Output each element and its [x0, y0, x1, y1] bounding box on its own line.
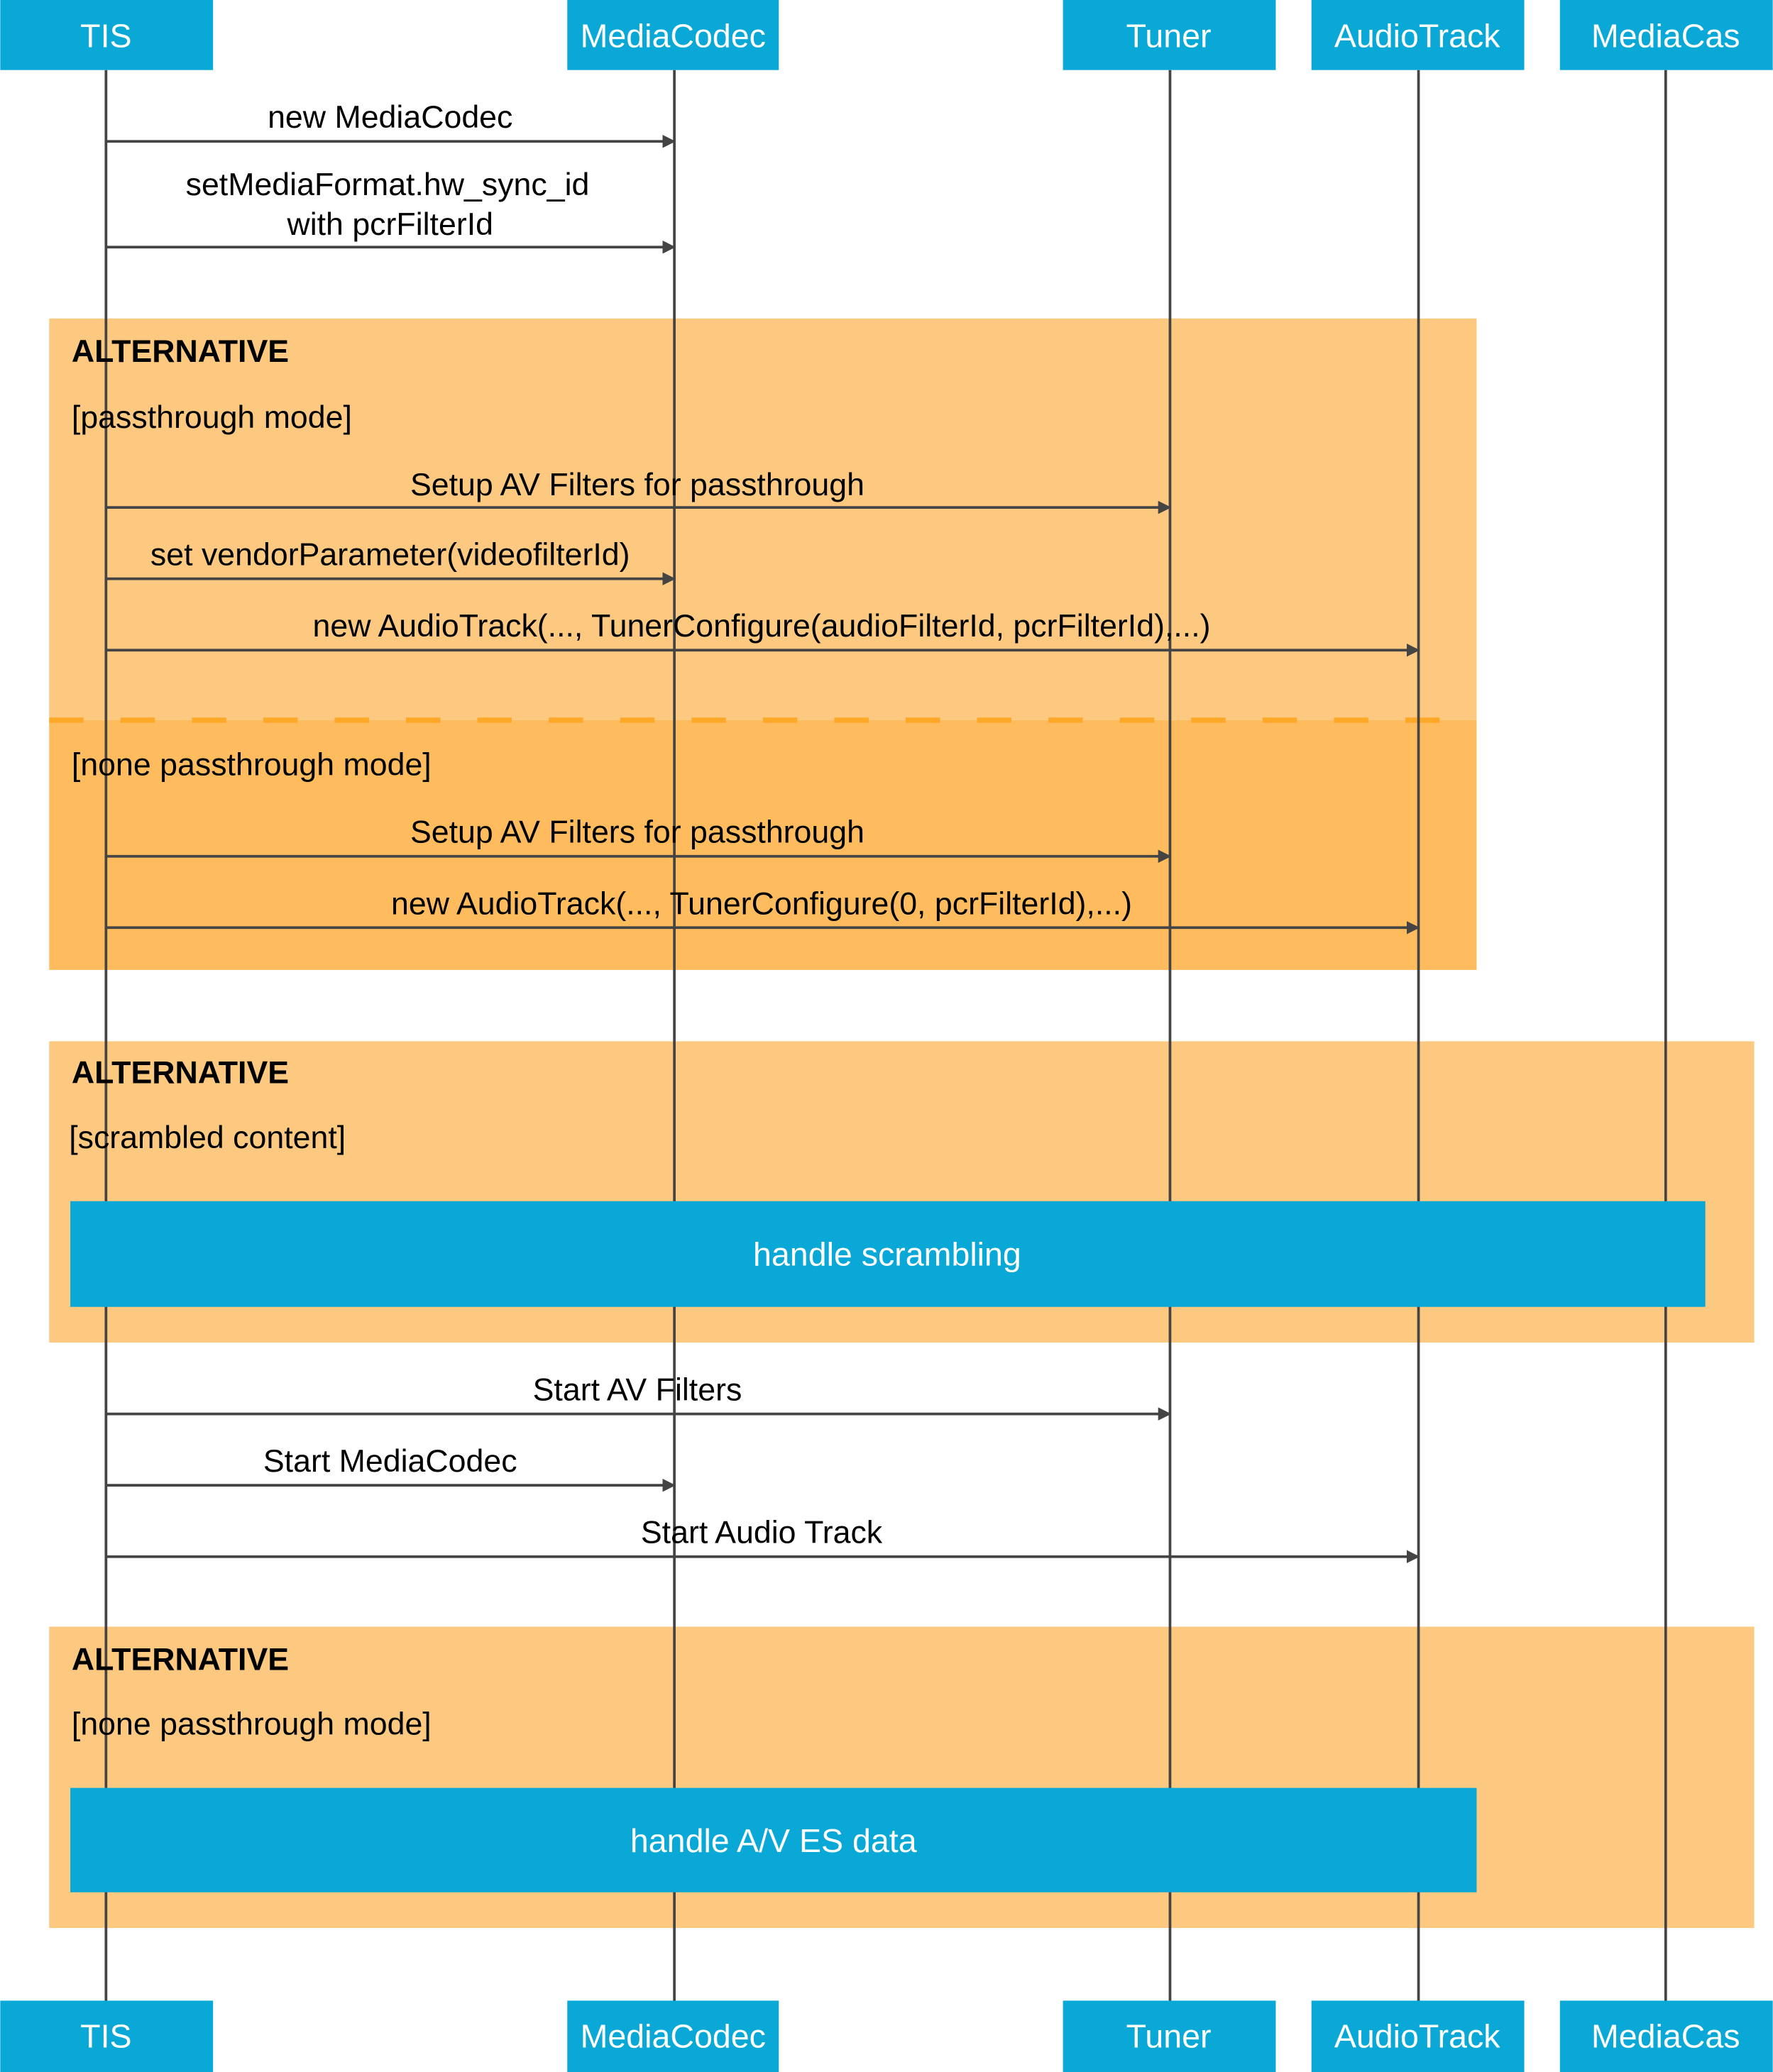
participant-mediacodec-bottom: MediaCodec — [567, 2000, 779, 2072]
message: Setup AV Filters for passthrough — [106, 815, 1172, 864]
message: set vendorParameter(videofilterId) — [106, 538, 676, 585]
message-label: Setup AV Filters for passthrough — [410, 468, 864, 502]
participant-label: AudioTrack — [1334, 17, 1500, 54]
participant-tis-bottom: TIS — [0, 2000, 214, 2072]
fragment-keyword: ALTERNATIVE — [72, 334, 289, 369]
participant-mediacodec-top: MediaCodec — [567, 0, 779, 70]
participant-label: TIS — [80, 17, 131, 54]
participant-audiotrack-bottom: AudioTrack — [1311, 2000, 1525, 2072]
alt-fragment-1 — [49, 318, 1477, 720]
handle-av-es-data-box — [70, 1787, 1477, 1892]
message-label: set vendorParameter(videofilterId) — [150, 538, 630, 573]
message-label: Setup AV Filters for passthrough — [410, 815, 864, 850]
participant-label: MediaCodec — [581, 2018, 766, 2055]
message: Start AV Filters — [106, 1373, 1172, 1421]
handle-scrambling-label: handle scrambling — [753, 1235, 1021, 1272]
fragment-guard: [none passthrough mode] — [72, 748, 432, 783]
fragment-keyword: ALTERNATIVE — [72, 1642, 289, 1677]
participant-audiotrack-top: AudioTrack — [1311, 0, 1525, 70]
message-label: new MediaCodec — [268, 100, 512, 135]
participant-label: Tuner — [1126, 2018, 1212, 2055]
message-label: new AudioTrack(..., TunerConfigure(0, pc… — [391, 886, 1132, 921]
participant-mediacas-bottom: MediaCas — [1559, 2000, 1773, 2072]
message: Setup AV Filters for passthrough — [106, 468, 1172, 514]
message: new MediaCodec — [106, 100, 676, 148]
participant-tuner-top: Tuner — [1063, 0, 1276, 70]
message-label: Start Audio Track — [641, 1516, 883, 1550]
participant-label: MediaCodec — [581, 17, 766, 54]
message: new AudioTrack(..., TunerConfigure(audio… — [106, 609, 1420, 657]
message: Start Audio Track — [106, 1516, 1420, 1564]
participant-label: MediaCas — [1591, 2018, 1740, 2055]
message-label: new AudioTrack(..., TunerConfigure(audio… — [313, 609, 1211, 644]
fragment-keyword: ALTERNATIVE — [72, 1056, 289, 1091]
handle-av-es-data-label: handle A/V ES data — [630, 1822, 917, 1859]
message-label: with pcrFilterId — [286, 207, 493, 242]
participant-label: TIS — [80, 2018, 131, 2055]
participant-mediacas-top: MediaCas — [1559, 0, 1773, 70]
message-label: setMediaFormat.hw_sync_id — [186, 167, 590, 202]
participant-label: Tuner — [1126, 17, 1212, 54]
message: new AudioTrack(..., TunerConfigure(0, pc… — [106, 886, 1420, 935]
message: Start MediaCodec — [106, 1444, 676, 1492]
participant-tis-top: TIS — [0, 0, 214, 70]
fragment-guard: [none passthrough mode] — [72, 1707, 432, 1742]
message: setMediaFormat.hw_sync_id with pcrFilter… — [106, 167, 676, 254]
participant-label: AudioTrack — [1334, 2018, 1500, 2055]
message-label: Start AV Filters — [533, 1373, 742, 1408]
participant-tuner-bottom: Tuner — [1063, 2000, 1276, 2072]
fragment-guard: [passthrough mode] — [72, 400, 352, 435]
handle-scrambling-box — [70, 1201, 1706, 1307]
participant-label: MediaCas — [1591, 17, 1740, 54]
message-label: Start MediaCodec — [263, 1444, 517, 1479]
fragment-guard: [scrambled content] — [69, 1120, 346, 1155]
